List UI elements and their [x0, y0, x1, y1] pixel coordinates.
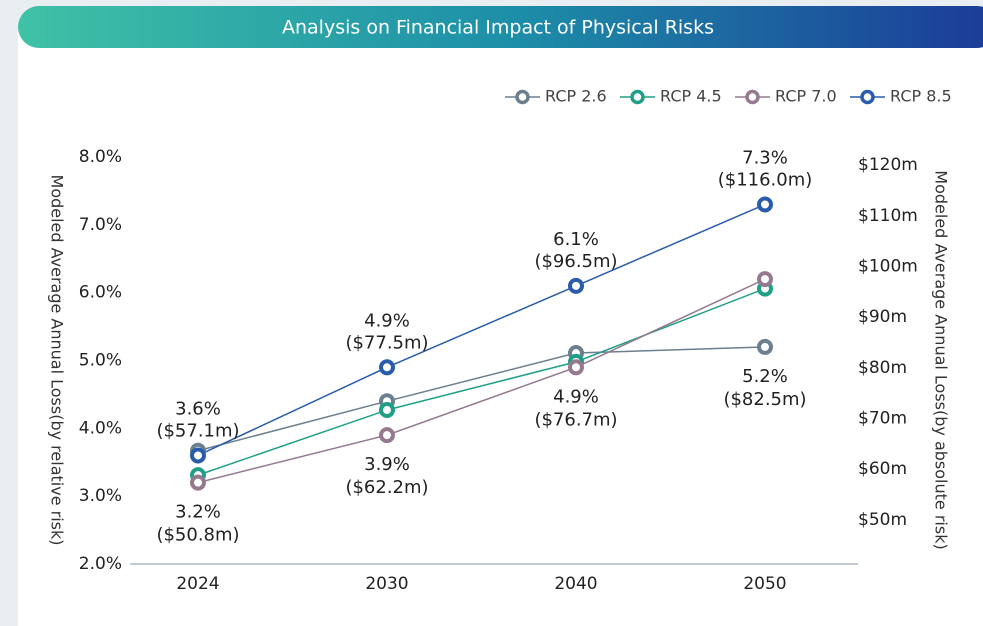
y-tick-label: 6.0% — [79, 283, 122, 303]
x-tick-label: 2050 — [743, 574, 786, 594]
x-tick-label: 2030 — [365, 574, 408, 594]
x-tick-label: 2040 — [554, 574, 597, 594]
legend-marker — [745, 89, 760, 105]
data-label-abs: ($62.2m) — [345, 477, 428, 498]
y-tick-label: 3.0% — [79, 486, 122, 506]
y2-tick-label: $50m — [858, 510, 907, 530]
data-label: 6.1% — [553, 229, 599, 250]
legend-label: RCP 4.5 — [660, 87, 722, 106]
data-point — [379, 427, 395, 444]
y-tick-label: 5.0% — [79, 351, 122, 371]
legend-label: RCP 7.0 — [775, 87, 837, 106]
data-label: 3.9% — [364, 454, 410, 475]
data-point — [379, 402, 395, 419]
y2-tick-label: $80m — [858, 358, 907, 378]
data-label: 7.3% — [742, 147, 788, 168]
data-label-abs: ($82.5m) — [723, 389, 806, 410]
y2-tick-label: $70m — [858, 409, 907, 429]
y2-tick-label: $60m — [858, 459, 907, 479]
data-point — [568, 359, 584, 376]
data-point — [757, 271, 773, 288]
y-axis-label: Modeled Average Annual Loss(by relative … — [48, 175, 67, 546]
y2-tick-label: $100m — [858, 256, 918, 276]
y2-axis-label: Modeled Average Annual Loss(by absolute … — [932, 170, 951, 549]
data-label-abs: ($77.5m) — [345, 332, 428, 353]
legend-marker — [515, 89, 530, 105]
data-point — [757, 338, 773, 355]
data-point — [568, 277, 584, 294]
legend-marker — [630, 89, 645, 105]
y2-tick-label: $120m — [858, 155, 918, 175]
series-line — [197, 287, 766, 476]
legend-marker — [860, 89, 875, 105]
legend-label: RCP 2.6 — [545, 87, 607, 106]
y2-tick-label: $110m — [858, 206, 918, 226]
data-label: 3.6% — [175, 398, 221, 419]
panel — [18, 26, 983, 626]
data-label: 3.2% — [175, 502, 221, 523]
y-tick-label: 2.0% — [79, 554, 122, 574]
data-label: 4.9% — [553, 386, 599, 407]
legend-label: RCP 8.5 — [890, 87, 952, 106]
x-tick-label: 2024 — [176, 574, 219, 594]
chart-title: Analysis on Financial Impact of Physical… — [282, 17, 714, 39]
data-point — [757, 196, 773, 213]
data-label-abs: ($50.8m) — [156, 525, 239, 546]
data-label: 4.9% — [364, 310, 410, 331]
header-bar — [18, 6, 983, 48]
data-label-abs: ($116.0m) — [718, 169, 813, 190]
series-line — [197, 278, 766, 484]
data-label-abs: ($96.5m) — [534, 251, 617, 272]
data-point — [190, 447, 206, 464]
y2-tick-label: $90m — [858, 307, 907, 327]
data-label: 5.2% — [742, 366, 788, 387]
data-label-abs: ($76.7m) — [534, 409, 617, 430]
data-label-abs: ($57.1m) — [156, 420, 239, 441]
data-point — [379, 359, 395, 376]
series-line — [197, 203, 766, 457]
data-point — [190, 474, 206, 491]
y-tick-label: 8.0% — [79, 147, 122, 167]
y-tick-label: 7.0% — [79, 215, 122, 235]
y-tick-label: 4.0% — [79, 418, 122, 438]
series-line — [197, 346, 766, 452]
